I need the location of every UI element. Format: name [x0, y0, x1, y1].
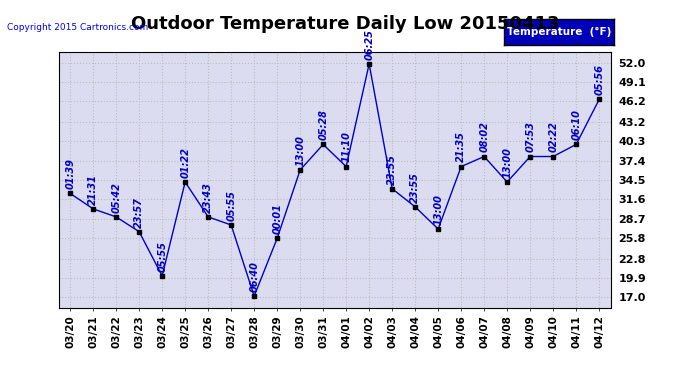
- Text: 11:10: 11:10: [341, 132, 351, 162]
- Text: 01:22: 01:22: [180, 147, 190, 178]
- Text: 05:56: 05:56: [594, 64, 604, 95]
- Text: 06:10: 06:10: [571, 110, 581, 140]
- Text: 08:02: 08:02: [479, 122, 489, 152]
- Text: 00:01: 00:01: [272, 203, 282, 234]
- Text: 07:53: 07:53: [525, 122, 535, 152]
- Text: 23:57: 23:57: [134, 196, 144, 228]
- Text: 23:55: 23:55: [410, 172, 420, 202]
- Text: 23:55: 23:55: [387, 154, 397, 184]
- Text: 13:00: 13:00: [502, 147, 512, 178]
- Text: Temperature  (°F): Temperature (°F): [506, 27, 611, 37]
- Text: 13:00: 13:00: [433, 194, 443, 225]
- Text: 05:55: 05:55: [157, 241, 167, 272]
- Text: 05:55: 05:55: [226, 190, 236, 221]
- Text: 05:28: 05:28: [318, 110, 328, 140]
- Text: Outdoor Temperature Daily Low 20150413: Outdoor Temperature Daily Low 20150413: [130, 15, 560, 33]
- Text: 05:42: 05:42: [111, 182, 121, 213]
- Text: 02:22: 02:22: [548, 122, 558, 152]
- Text: 06:40: 06:40: [249, 261, 259, 292]
- Text: 13:00: 13:00: [295, 135, 305, 166]
- Text: 06:25: 06:25: [364, 29, 374, 60]
- Text: 21:31: 21:31: [88, 174, 98, 205]
- Text: 23:43: 23:43: [203, 182, 213, 213]
- Text: 21:35: 21:35: [456, 132, 466, 162]
- Text: 01:39: 01:39: [65, 158, 75, 189]
- Text: Copyright 2015 Cartronics.com: Copyright 2015 Cartronics.com: [7, 22, 148, 32]
